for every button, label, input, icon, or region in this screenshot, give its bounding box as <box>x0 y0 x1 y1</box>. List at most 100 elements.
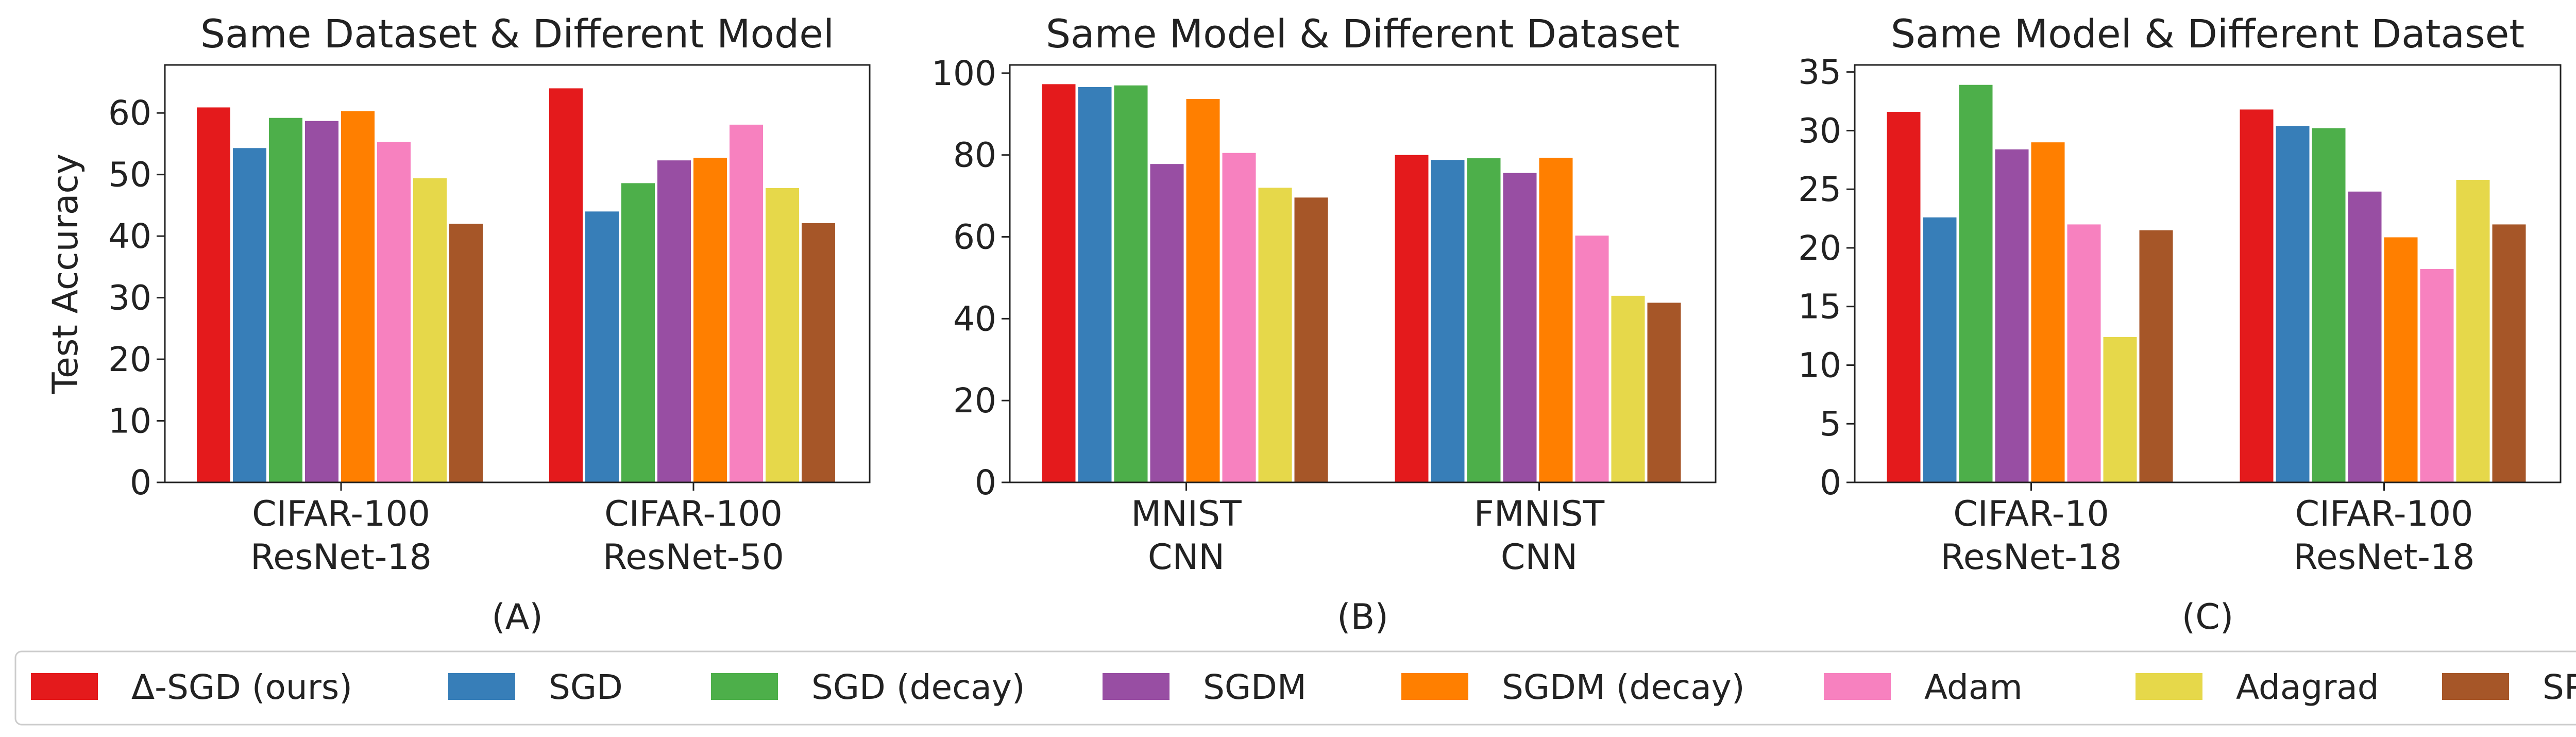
bar <box>1431 160 1465 482</box>
bar <box>2492 224 2526 482</box>
legend-swatch <box>1103 673 1170 700</box>
bar <box>1611 295 1645 482</box>
chart-title: Same Model & Different Dataset <box>1891 11 2524 57</box>
bar <box>1503 173 1537 482</box>
y-tick-label: 40 <box>108 216 151 256</box>
bar <box>377 142 411 482</box>
bar <box>269 118 302 483</box>
y-tick-label: 60 <box>108 93 151 133</box>
bar <box>549 88 583 483</box>
y-tick-label: 0 <box>975 463 996 502</box>
bar <box>1186 98 1220 483</box>
bar <box>621 183 655 483</box>
legend-label: SGDM (decay) <box>1502 667 1745 707</box>
y-tick-label: 30 <box>1798 111 1841 150</box>
bar <box>1539 158 1573 482</box>
legend-swatch <box>711 673 778 700</box>
bar <box>1467 158 1501 482</box>
bar <box>2348 191 2382 482</box>
x-tick-label: ResNet-18 <box>1941 537 2122 578</box>
y-tick-label: 25 <box>1798 170 1841 209</box>
y-tick-label: 20 <box>108 340 151 379</box>
legend-swatch <box>1401 673 1468 700</box>
bar <box>2240 109 2274 482</box>
bar <box>1042 84 1076 482</box>
chart-panel-1: Same Dataset & Different Model 0 10 20 30 40 5… <box>45 11 871 638</box>
bar <box>2103 337 2137 482</box>
bar <box>1959 85 1993 482</box>
bar <box>657 160 691 482</box>
legend-label: SGDM <box>1203 667 1307 707</box>
legend-box <box>14 650 2576 726</box>
bar <box>1150 164 1184 482</box>
bar <box>1995 149 2029 483</box>
y-tick-label: 80 <box>953 136 996 175</box>
legend-label: SPS <box>2543 667 2576 707</box>
bar <box>197 107 230 483</box>
y-tick-label: 60 <box>953 217 996 257</box>
bar <box>1923 217 1957 483</box>
bar <box>1078 87 1112 483</box>
bar <box>1395 155 1429 482</box>
bar <box>1258 188 1292 482</box>
x-tick-label: CNN <box>1148 537 1225 578</box>
chart-title: Same Dataset & Different Model <box>200 11 834 57</box>
bar <box>305 121 338 483</box>
y-tick-label: 5 <box>1820 404 1841 444</box>
legend-label: SGD <box>549 667 623 707</box>
bar <box>2031 142 2065 482</box>
bar <box>1575 236 1609 482</box>
axes-frame <box>1854 64 2562 483</box>
bar <box>1222 153 1256 482</box>
legend-swatch <box>2442 673 2509 700</box>
bar <box>2456 179 2490 482</box>
legend-swatch <box>448 673 515 700</box>
bar <box>1647 303 1681 482</box>
y-tick-label: 15 <box>1798 287 1841 327</box>
y-axis-label: Test Accuracy <box>45 154 86 394</box>
y-tick-label: 20 <box>953 381 996 421</box>
bar <box>693 158 727 483</box>
x-tick-label: CIFAR-100 <box>2295 494 2473 534</box>
axes-frame <box>1009 64 1717 483</box>
bar <box>413 178 447 482</box>
legend-label: Δ-SGD (ours) <box>131 667 352 707</box>
bar <box>766 188 799 482</box>
x-tick-label: CNN <box>1501 537 1578 578</box>
x-tick-label: MNIST <box>1131 494 1242 534</box>
bar <box>730 124 763 482</box>
bar <box>2384 237 2418 482</box>
y-tick-label: 0 <box>130 463 151 502</box>
bar <box>2420 269 2454 482</box>
panel-label: (B) <box>1337 597 1388 638</box>
legend-label: Adagrad <box>2236 667 2379 707</box>
chart-title: Same Model & Different Dataset <box>1046 11 1680 57</box>
legend-label: Adam <box>1924 667 2023 707</box>
y-tick-label: 30 <box>108 278 151 318</box>
y-tick-label: 10 <box>108 401 151 441</box>
bar <box>1887 112 1921 482</box>
bar <box>449 224 483 482</box>
bar <box>802 223 835 482</box>
panel-label: (A) <box>492 597 543 638</box>
bar <box>233 148 266 482</box>
axes-frame <box>164 64 871 483</box>
x-tick-label: ResNet-50 <box>603 537 784 578</box>
y-tick-label: 0 <box>1820 463 1841 502</box>
legend-label: SGD (decay) <box>811 667 1025 707</box>
y-tick-label: 100 <box>931 54 996 93</box>
x-tick-label: FMNIST <box>1474 494 1605 534</box>
bar <box>2067 224 2101 482</box>
panel-label: (C) <box>2182 597 2234 638</box>
bar <box>2276 126 2310 483</box>
y-tick-label: 40 <box>953 299 996 339</box>
y-tick-label: 20 <box>1798 228 1841 268</box>
x-tick-label: ResNet-18 <box>2294 537 2475 578</box>
x-tick-label: CIFAR-100 <box>604 494 783 534</box>
bar <box>2139 230 2173 482</box>
y-tick-label: 35 <box>1798 53 1841 92</box>
legend: Δ-SGD (ours) SGD SGD (decay) SGDM SGDM (deca… <box>14 650 2576 726</box>
x-tick-label: CIFAR-100 <box>252 494 430 534</box>
legend-swatch <box>2136 673 2202 700</box>
